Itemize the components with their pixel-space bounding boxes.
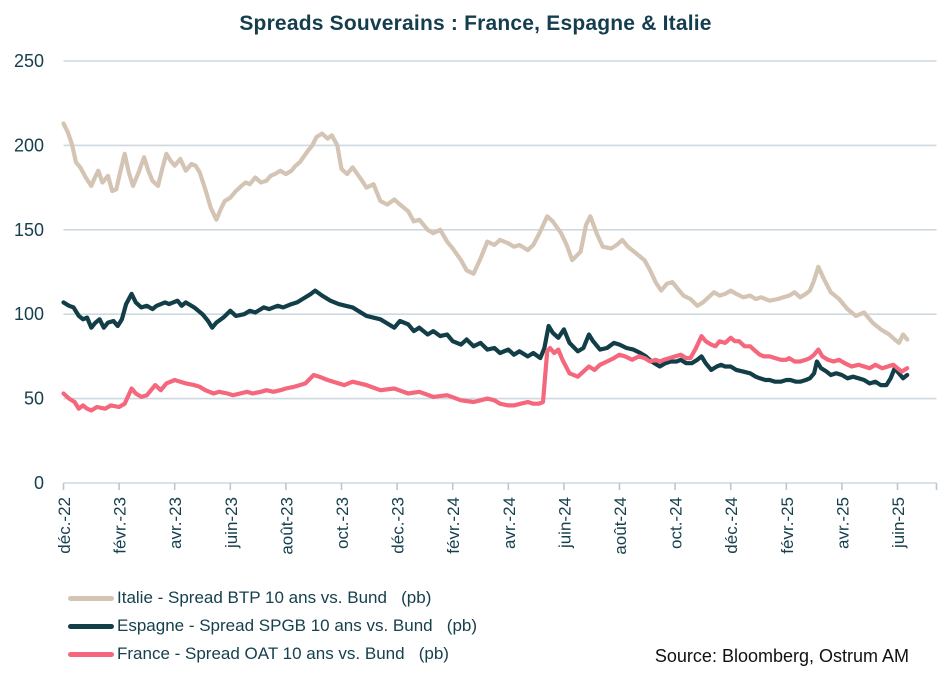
legend-item-france: France - Spread OAT 10 ans vs. Bund (pb) [68, 640, 477, 668]
y-axis-label-250: 250 [14, 51, 44, 71]
x-axis-label-13: févr.-25 [778, 497, 797, 554]
x-axis-label-15: juin-25 [889, 497, 908, 549]
x-axis-label-0: déc.-22 [55, 497, 74, 554]
legend-label-espagne: Espagne - Spread SPGB 10 ans vs. Bund (p… [117, 616, 478, 635]
y-axis-label-200: 200 [14, 135, 44, 155]
chart-title: Spreads Souverains : France, Espagne & I… [239, 12, 712, 35]
x-axis-label-1: févr.-23 [111, 497, 130, 554]
x-axis-label-2: avr.-23 [166, 497, 185, 549]
x-axis-labels: déc.-22 févr.-23 avr.-23 juin-23 août-23 oct.… [55, 497, 908, 555]
x-axis-label-9: juin-24 [555, 497, 574, 549]
series-line-france [61, 334, 910, 413]
x-axis-label-3: juin-23 [222, 497, 241, 549]
gridlines [63, 60, 937, 484]
series-line-espagne [61, 288, 910, 388]
x-axis-ticks [62, 483, 938, 490]
y-axis-label-0: 0 [34, 473, 44, 493]
series-lines [61, 121, 910, 413]
legend-label-france: France - Spread OAT 10 ans vs. Bund (pb) [117, 644, 449, 663]
y-axis-label-150: 150 [14, 220, 44, 240]
x-axis-label-8: avr.-24 [500, 497, 519, 549]
legend-line-swatch-espagne [68, 623, 114, 629]
legend: Italie - Spread BTP 10 ans vs. Bund (pb)… [68, 584, 477, 668]
x-axis-label-5: oct.-23 [333, 497, 352, 549]
series-line-italie [61, 121, 910, 345]
x-axis-label-14: avr.-25 [833, 497, 852, 549]
x-axis-label-4: août-23 [277, 497, 296, 555]
x-axis-label-6: déc.-23 [389, 497, 408, 554]
legend-item-italie: Italie - Spread BTP 10 ans vs. Bund (pb) [68, 584, 477, 612]
legend-item-espagne: Espagne - Spread SPGB 10 ans vs. Bund (p… [68, 612, 477, 640]
y-axis-labels: 0 50 100 150 200 250 [14, 51, 44, 493]
x-axis-label-12: déc.-24 [722, 497, 741, 554]
source-credit: Source: Bloomberg, Ostrum AM [654, 646, 909, 666]
y-axis-label-50: 50 [24, 389, 44, 409]
legend-line-swatch-italie [68, 595, 114, 601]
x-axis-label-10: août-24 [611, 497, 630, 555]
y-axis-label-100: 100 [14, 304, 44, 324]
x-axis-label-7: févr.-24 [444, 497, 463, 554]
x-axis-label-11: oct.-24 [667, 497, 686, 549]
legend-line-swatch-france [68, 651, 114, 657]
legend-label-italie: Italie - Spread BTP 10 ans vs. Bund (pb) [117, 588, 432, 607]
